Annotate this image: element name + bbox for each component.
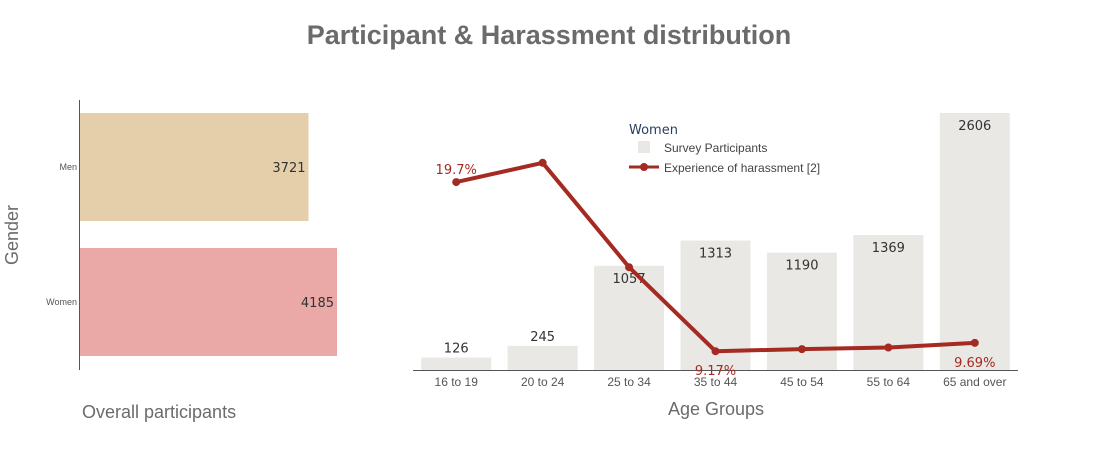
harassment-line-series: 19.7% 9.17% 9.69%: [436, 158, 995, 379]
age-groups-axis-title: Age Groups: [668, 399, 764, 419]
overall-participants-title: Overall participants: [82, 402, 236, 422]
survey-bar-value-label: 126: [444, 342, 469, 357]
gender-tick-label: Men: [59, 162, 77, 172]
survey-bar-value-label: 2606: [958, 119, 991, 134]
gender-axis-title: Gender: [2, 205, 22, 265]
gender-bar-women: [80, 248, 337, 356]
legend-label-harassment: Experience of harassment [2]: [664, 161, 820, 175]
harassment-point: [625, 263, 634, 272]
harassment-annotation: 9.17%: [695, 364, 736, 379]
survey-bar-value-label: 1190: [785, 259, 818, 274]
survey-bar-value-label: 1313: [699, 247, 732, 262]
gender-bars: Men 3721 Women 4185: [46, 113, 337, 356]
survey-bar: [421, 357, 492, 370]
legend-swatch-survey: [638, 141, 650, 153]
gender-tick-label: Women: [46, 297, 77, 307]
legend-label-survey: Survey Participants: [664, 141, 767, 155]
survey-bar-value-label: 245: [530, 330, 555, 345]
survey-bar: [594, 265, 665, 370]
age-tick-label: 25 to 34: [607, 375, 651, 389]
age-tick-label: 45 to 54: [780, 375, 824, 389]
age-tick-label: 20 to 24: [521, 375, 565, 389]
legend: Women Survey Participants Experience of …: [629, 123, 820, 175]
legend-marker-harassment: [640, 163, 648, 171]
age-tick-label: 16 to 19: [435, 375, 479, 389]
age-tick-label: 55 to 64: [867, 375, 911, 389]
legend-title: Women: [629, 123, 678, 138]
harassment-point: [538, 158, 547, 167]
gender-bar-value-label: 3721: [272, 161, 305, 176]
harassment-point: [797, 345, 806, 354]
gender-bar-men: [80, 113, 309, 221]
chart-title: Participant & Harassment distribution: [307, 20, 792, 50]
survey-bar: [507, 345, 578, 370]
harassment-annotation: 9.69%: [954, 356, 995, 371]
age-tick-label: 65 and over: [943, 375, 1006, 389]
survey-bar: [939, 113, 1010, 370]
harassment-point: [970, 338, 979, 347]
harassment-point: [884, 343, 893, 352]
harassment-point: [452, 178, 461, 187]
harassment-point: [711, 347, 720, 356]
gender-bar-value-label: 4185: [301, 296, 334, 311]
gender-panel: Men 3721 Women 4185 Gender Overall particip…: [2, 100, 337, 422]
survey-bar-value-label: 1369: [872, 241, 905, 256]
age-tick-label: 35 to 44: [694, 375, 738, 389]
harassment-annotation: 19.7%: [436, 163, 477, 178]
